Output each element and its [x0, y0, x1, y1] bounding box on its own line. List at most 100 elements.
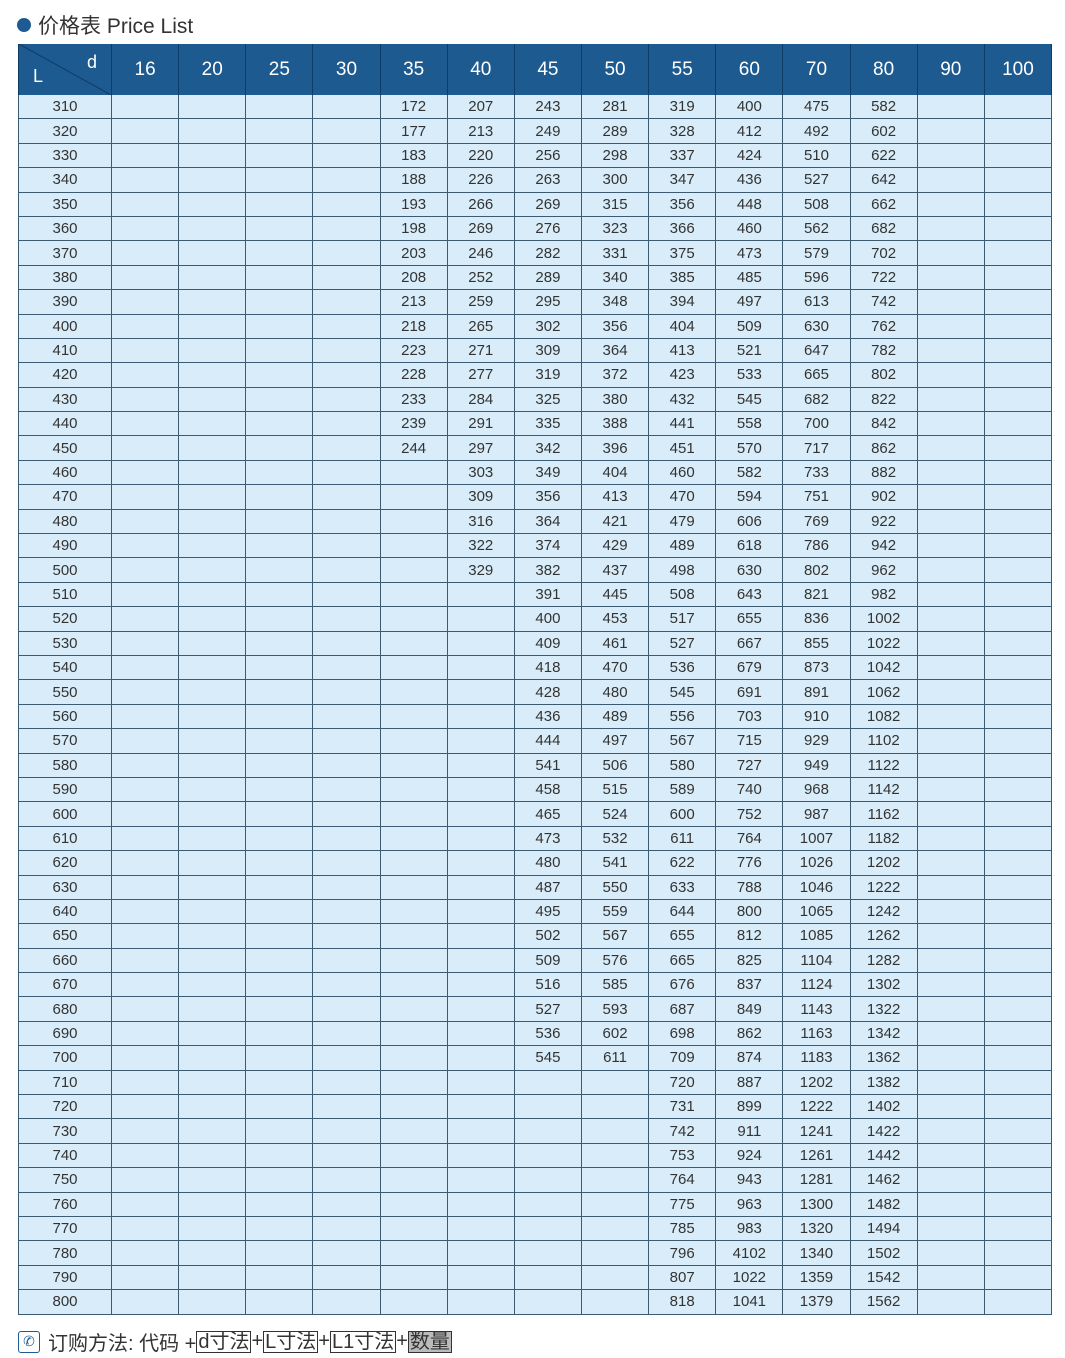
price-cell: [110, 899, 180, 925]
table-row: 460 303 349 404 460 582 733 882: [18, 460, 1053, 486]
price-cell: [983, 387, 1053, 413]
price-cell: 1542: [849, 1265, 918, 1291]
price-cell: [245, 899, 314, 925]
row-l-value: 700: [18, 1045, 112, 1071]
price-cell: 249: [513, 118, 582, 144]
price-cell: 1026: [782, 850, 851, 876]
price-cell: 428: [513, 679, 582, 705]
price-cell: 1482: [849, 1192, 918, 1217]
price-cell: [379, 509, 448, 535]
price-cell: [178, 1216, 247, 1242]
price-cell: 1222: [782, 1094, 851, 1120]
column-header-d: 16: [110, 44, 180, 95]
row-l-value: 520: [18, 606, 112, 632]
table-row: 380 208 252 289 340 385 485 596 722: [18, 265, 1053, 291]
price-cell: [446, 850, 515, 876]
price-cell: [178, 875, 247, 900]
table-row: 350 193 266 269 315 356 448 508 662: [18, 192, 1053, 217]
price-cell: [110, 996, 180, 1022]
price-cell: 266: [446, 192, 515, 217]
price-cell: [513, 1216, 582, 1242]
price-cell: 413: [580, 484, 650, 510]
price-cell: 473: [513, 826, 582, 852]
price-cell: [178, 631, 247, 656]
price-cell: 911: [715, 1118, 784, 1144]
price-cell: [178, 167, 247, 193]
price-cell: 329: [446, 557, 515, 583]
price-cell: [379, 679, 448, 705]
price-cell: [446, 631, 515, 656]
price-cell: [983, 1021, 1053, 1047]
table-row: 510 391 445 508 643 821 982: [18, 582, 1053, 608]
price-cell: 451: [648, 435, 717, 461]
price-cell: [178, 1289, 247, 1315]
price-cell: 521: [715, 338, 784, 364]
price-cell: 527: [513, 996, 582, 1022]
price-cell: [312, 362, 381, 388]
price-cell: 541: [513, 753, 582, 778]
price-cell: 579: [782, 240, 851, 266]
price-cell: [580, 1143, 650, 1169]
table-row: 570 444 497 567 715 929 1102: [18, 728, 1053, 754]
price-cell: [178, 118, 247, 144]
price-cell: [110, 1094, 180, 1120]
row-l-value: 380: [18, 265, 112, 291]
price-cell: [580, 1192, 650, 1217]
price-cell: [312, 1240, 381, 1266]
price-cell: 396: [580, 435, 650, 461]
price-cell: 802: [782, 557, 851, 583]
price-cell: [983, 996, 1053, 1022]
row-l-value: 560: [18, 704, 112, 730]
price-cell: [245, 582, 314, 608]
table-row: 530 409 461 527 667 855 1022: [18, 631, 1053, 656]
price-cell: [513, 1118, 582, 1144]
price-cell: [312, 533, 381, 559]
column-header-d: 25: [245, 44, 314, 95]
price-cell: [312, 1192, 381, 1217]
price-cell: 1062: [849, 679, 918, 705]
price-cell: [446, 826, 515, 852]
price-cell: [446, 948, 515, 974]
price-cell: 1182: [849, 826, 918, 852]
price-cell: [178, 143, 247, 169]
price-cell: [312, 557, 381, 583]
price-cell: 337: [648, 143, 717, 169]
price-cell: [312, 289, 381, 315]
price-cell: 497: [715, 289, 784, 315]
price-cell: [245, 972, 314, 998]
row-l-value: 690: [18, 1021, 112, 1047]
price-cell: 682: [782, 387, 851, 413]
price-cell: [178, 923, 247, 949]
price-cell: [312, 1118, 381, 1144]
price-cell: [312, 875, 381, 900]
price-cell: 1142: [849, 777, 918, 803]
price-cell: [916, 1192, 985, 1217]
price-cell: 633: [648, 875, 717, 900]
price-cell: 655: [715, 606, 784, 632]
price-cell: [513, 1143, 582, 1169]
price-cell: [312, 1265, 381, 1291]
price-cell: [379, 1021, 448, 1047]
price-cell: [983, 411, 1053, 437]
price-cell: 319: [648, 95, 717, 120]
price-cell: [916, 1045, 985, 1071]
row-l-value: 530: [18, 631, 112, 656]
price-cell: [245, 1118, 314, 1144]
price-cell: [178, 728, 247, 754]
price-cell: [245, 850, 314, 876]
table-row: 500 329 382 437 498 630 802 962: [18, 557, 1053, 583]
price-cell: 1041: [715, 1289, 784, 1315]
price-cell: 556: [648, 704, 717, 730]
price-cell: 644: [648, 899, 717, 925]
price-cell: [983, 484, 1053, 510]
price-cell: [110, 704, 180, 730]
row-l-value: 760: [18, 1192, 112, 1217]
price-cell: [178, 509, 247, 535]
price-cell: 418: [513, 655, 582, 681]
price-cell: [446, 972, 515, 998]
price-cell: [245, 606, 314, 632]
price-cell: [245, 289, 314, 315]
price-cell: [580, 1094, 650, 1120]
row-l-value: 620: [18, 850, 112, 876]
price-cell: 922: [849, 509, 918, 535]
